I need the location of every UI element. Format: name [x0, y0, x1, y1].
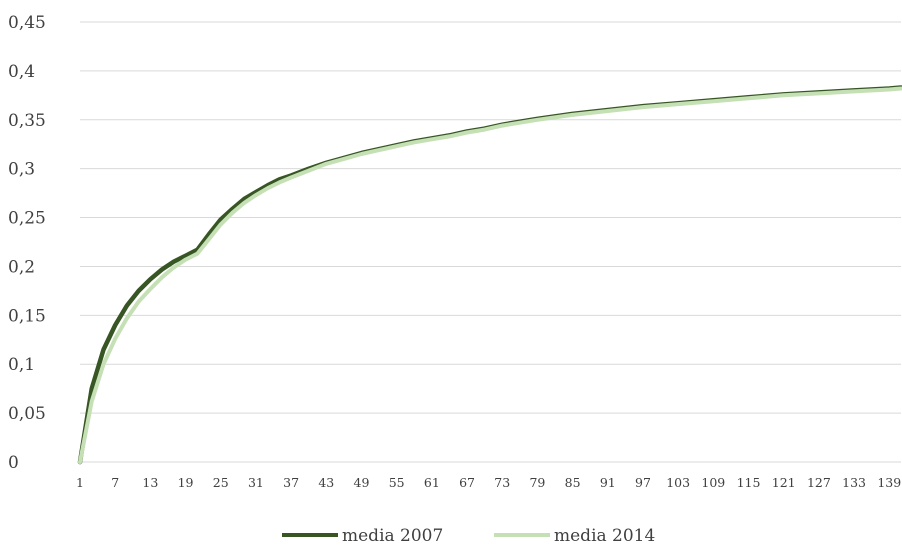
x-tick-label: 73: [494, 475, 510, 490]
x-tick-label: 85: [565, 475, 581, 490]
x-tick-label: 25: [213, 475, 229, 490]
series-lines: [77, 85, 902, 465]
x-tick-label: 127: [807, 475, 831, 490]
legend-label-media-2014: media 2014: [554, 526, 655, 545]
x-tick-label: 79: [529, 475, 545, 490]
y-tick-label: 0,1: [8, 355, 35, 375]
x-tick-label: 139: [877, 475, 901, 490]
x-tick-label: 1: [76, 475, 84, 490]
y-tick-label: 0,15: [8, 306, 46, 326]
x-tick-label: 103: [666, 475, 690, 490]
x-tick-label: 67: [459, 475, 475, 490]
x-tick-label: 31: [248, 475, 264, 490]
x-tick-label: 55: [389, 475, 405, 490]
x-tick-label: 91: [600, 475, 616, 490]
y-axis-ticks: 0 0,05 0,1 0,15 0,2 0,25 0,3 0,35 0,4 0,45: [8, 13, 46, 473]
y-tick-label: 0,2: [8, 257, 35, 277]
y-tick-label: 0,4: [8, 62, 35, 82]
x-tick-label: 133: [842, 475, 866, 490]
gridlines: [80, 21, 901, 463]
y-tick-label: 0,45: [8, 13, 46, 33]
y-tick-label: 0,3: [8, 160, 35, 180]
x-tick-label: 109: [701, 475, 725, 490]
x-tick-label: 115: [737, 475, 761, 490]
y-tick-label: 0,05: [8, 404, 46, 424]
y-tick-label: 0,25: [8, 209, 46, 229]
y-tick-label: 0: [8, 453, 19, 473]
x-tick-label: 121: [772, 475, 796, 490]
x-tick-label: 49: [354, 475, 370, 490]
x-tick-label: 7: [111, 475, 119, 490]
y-tick-label: 0,35: [8, 111, 46, 131]
x-tick-label: 37: [283, 475, 299, 490]
x-tick-label: 43: [318, 475, 334, 490]
legend-label-media-2007: media 2007: [342, 526, 443, 545]
series-line-media-2014: [78, 86, 902, 464]
x-tick-label: 19: [178, 475, 194, 490]
legend: media 2007 media 2014: [282, 526, 655, 545]
series-line-media-2007: [77, 85, 902, 465]
x-tick-label: 61: [424, 475, 440, 490]
x-tick-label: 13: [142, 475, 158, 490]
x-tick-label: 97: [635, 475, 651, 490]
x-axis-ticks: 1 7 13 19 25 31 37 43 49 55 61 67 73 79 85 91 97 103 109 11…: [76, 475, 901, 490]
